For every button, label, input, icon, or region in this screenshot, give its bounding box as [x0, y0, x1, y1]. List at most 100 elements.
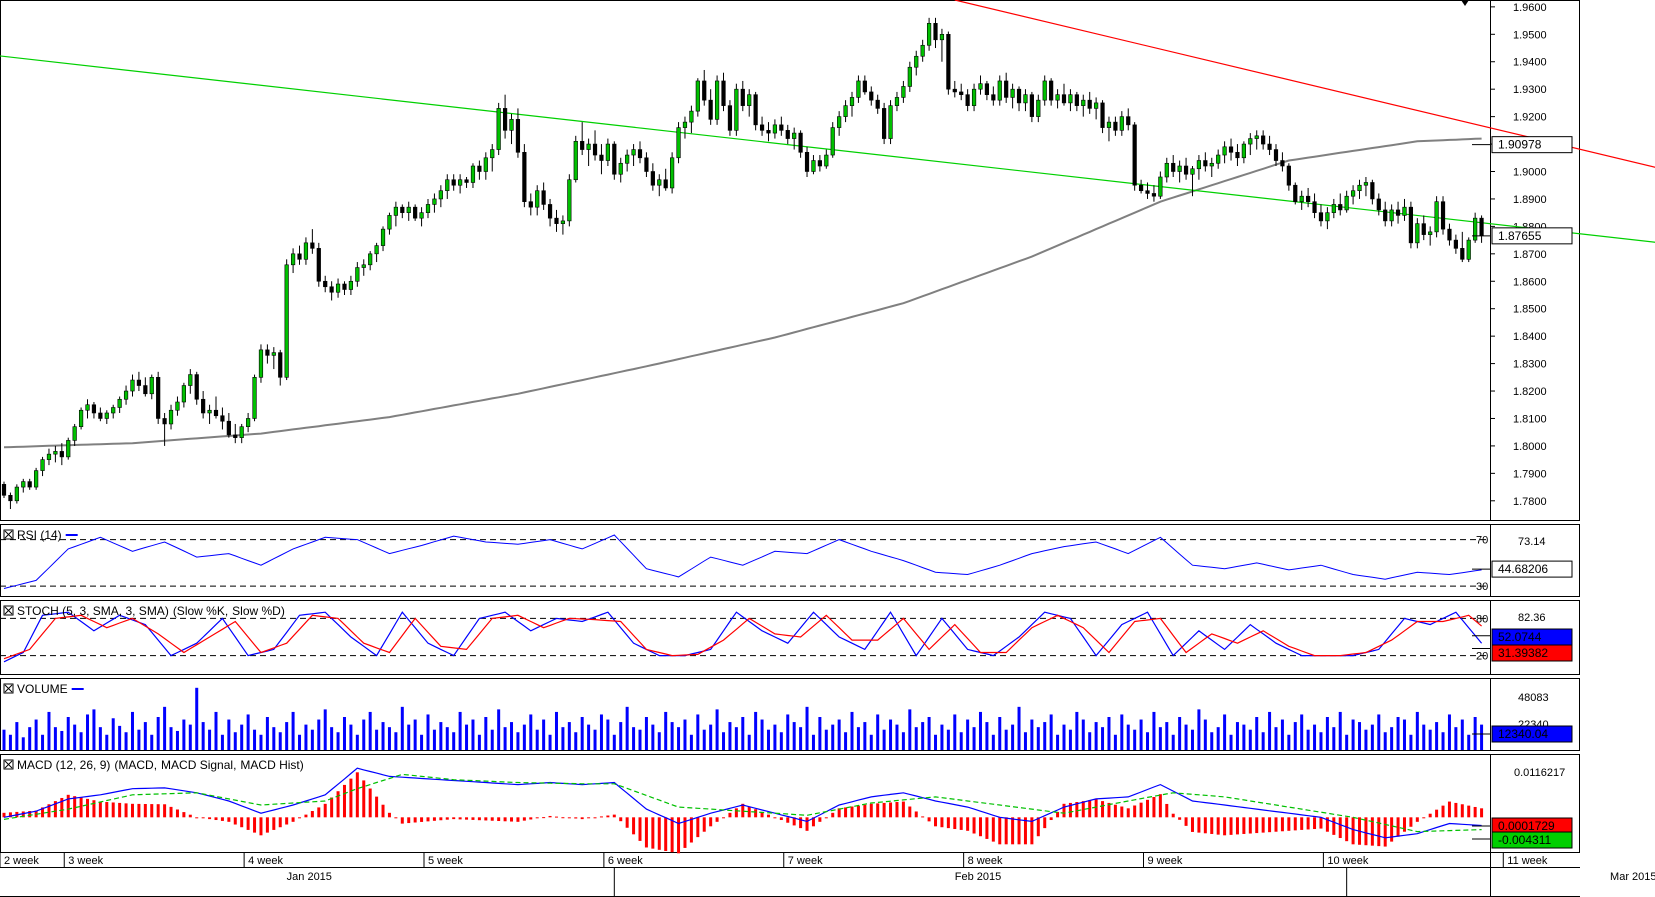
macd-hist-bar — [1068, 802, 1072, 818]
volume-bar — [677, 727, 681, 750]
candle-body-down — [220, 415, 225, 422]
macd-hist-bar — [1287, 817, 1291, 831]
candle-body-up — [496, 108, 501, 150]
macd-hist-bar — [439, 817, 443, 821]
candle — [297, 245, 302, 265]
volume-bar — [310, 729, 314, 750]
volume-bar — [79, 732, 83, 750]
macd-hist-bar — [1235, 817, 1239, 835]
candle-body-up — [939, 34, 945, 41]
stoch-panel[interactable]: 80 20 82.36 52.0744 31.39382 STOCH (5, 3, SMA… — [0, 600, 1580, 675]
rsi-last-label-box — [1491, 560, 1573, 578]
candle-body-up — [971, 88, 977, 106]
volume-bar — [41, 734, 45, 750]
rsi-panel[interactable]: 70 30 73.14 44.68206 RSI (14) — [0, 524, 1580, 597]
candle — [1389, 204, 1394, 227]
macd-panel[interactable]: 0.0116217 0.0001729-0.004311 MACD (12, 26,… — [0, 754, 1580, 854]
candle-body-down — [233, 434, 238, 438]
volume-bar — [792, 722, 796, 750]
macd-hist-bar — [1017, 817, 1021, 845]
candle — [1100, 100, 1105, 134]
macd-hist-bar — [1402, 817, 1406, 832]
candle — [1042, 75, 1047, 106]
candle-body-up — [483, 157, 488, 172]
rsi-level-label: 30 — [1476, 581, 1488, 593]
volume-bar — [734, 727, 738, 750]
candle — [625, 149, 630, 172]
macd-hist-bar — [1133, 805, 1137, 818]
volume-bar — [510, 722, 514, 750]
rsi-top-label: 73.14 — [1518, 536, 1546, 548]
candle-body-up — [406, 206, 411, 213]
support-trendline — [0, 55, 1655, 243]
macd-hist-bar — [1190, 817, 1194, 832]
volume-bar — [53, 727, 57, 750]
candle-body-up — [117, 398, 122, 408]
macd-hist-bar — [998, 817, 1002, 845]
candle — [1261, 130, 1266, 150]
candle — [1, 481, 7, 499]
candle-body-up — [1068, 94, 1073, 104]
price-panel[interactable]: 1.96001.95001.94001.93001.92001.91001.90… — [0, 0, 1655, 521]
candle-body-down — [1267, 143, 1272, 150]
week-label: 9 week — [1148, 855, 1183, 867]
macd-hist-bar — [1094, 799, 1098, 818]
panel-close-icon-stroke — [4, 530, 13, 539]
candle — [1068, 89, 1073, 112]
volume-bar — [921, 722, 925, 750]
macd-hist-bar — [394, 817, 398, 819]
macd-hist-bar — [355, 772, 359, 818]
macd-hist-bar — [1229, 817, 1233, 835]
candle-body-up — [618, 162, 623, 175]
candle-body-down — [1318, 212, 1324, 222]
volume-bar — [934, 734, 938, 750]
candle — [1254, 130, 1259, 150]
macd-hist-bar — [246, 817, 250, 830]
price-tick-label: 1.9600 — [1513, 2, 1547, 14]
candle — [78, 407, 84, 430]
candle — [290, 248, 296, 274]
macd-signal-line — [3, 773, 1482, 833]
candle-body-up — [53, 451, 58, 455]
price-tick-label: 1.8100 — [1513, 413, 1547, 425]
macd-hist-bar — [1004, 817, 1008, 845]
macd-hist-bar — [156, 804, 160, 818]
candle — [1460, 231, 1465, 263]
panel-close-icon-stroke — [4, 760, 13, 769]
candle — [753, 91, 758, 131]
volume-bar — [1345, 734, 1349, 750]
candle — [98, 407, 103, 422]
volume-bar — [863, 722, 867, 750]
macd-hist-bar — [310, 811, 314, 818]
candle — [1248, 133, 1253, 156]
candle — [1010, 83, 1015, 109]
candle — [1312, 193, 1317, 219]
volume-bar — [728, 722, 732, 750]
candle — [1338, 193, 1343, 216]
candle — [1228, 138, 1234, 161]
macd-hist-bar — [612, 814, 616, 818]
macd-hist-bar — [272, 817, 276, 830]
macd-hist-bar — [1338, 817, 1342, 839]
volume-bar — [137, 729, 141, 750]
candle — [1119, 111, 1124, 136]
volume-bar — [895, 724, 899, 750]
stoch-k-label: 52.0744 — [1498, 630, 1542, 644]
macd-hist-bar — [567, 817, 571, 819]
macd-hist-bar — [1441, 805, 1445, 818]
volume-bar — [1422, 724, 1426, 750]
candle-body-down — [1286, 165, 1291, 186]
macd-hist-bar — [574, 817, 578, 819]
candle — [175, 396, 180, 416]
macd-hist-bar — [98, 801, 102, 818]
volume-bar — [1402, 719, 1406, 750]
macd-hist-bar — [143, 803, 147, 818]
volume-last-label-box — [1491, 725, 1573, 743]
candle — [1473, 212, 1478, 243]
volume-bar — [1300, 714, 1304, 750]
volume-bar — [426, 714, 430, 750]
macd-hist-bar — [169, 806, 173, 818]
macd-hist-bar — [1435, 809, 1439, 818]
candle — [1383, 201, 1388, 227]
